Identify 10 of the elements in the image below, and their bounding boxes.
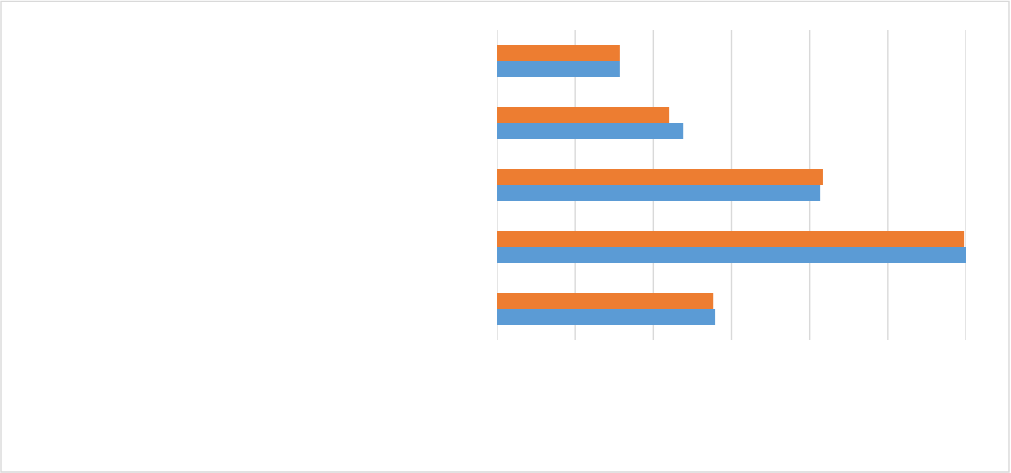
bar xyxy=(497,61,620,78)
bar xyxy=(497,185,821,202)
bar xyxy=(497,230,965,247)
bar xyxy=(497,106,670,123)
bar xyxy=(497,309,716,326)
bar xyxy=(497,292,714,309)
bar xyxy=(497,247,966,264)
bar xyxy=(497,168,823,185)
bar xyxy=(497,123,684,140)
bar xyxy=(497,44,620,61)
